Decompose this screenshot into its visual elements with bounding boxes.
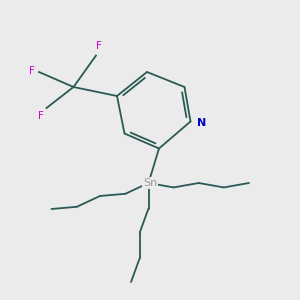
Text: F: F	[28, 65, 34, 76]
Text: N: N	[197, 118, 206, 128]
Text: F: F	[96, 41, 102, 51]
Text: F: F	[38, 111, 44, 121]
Text: Sn: Sn	[143, 178, 157, 188]
